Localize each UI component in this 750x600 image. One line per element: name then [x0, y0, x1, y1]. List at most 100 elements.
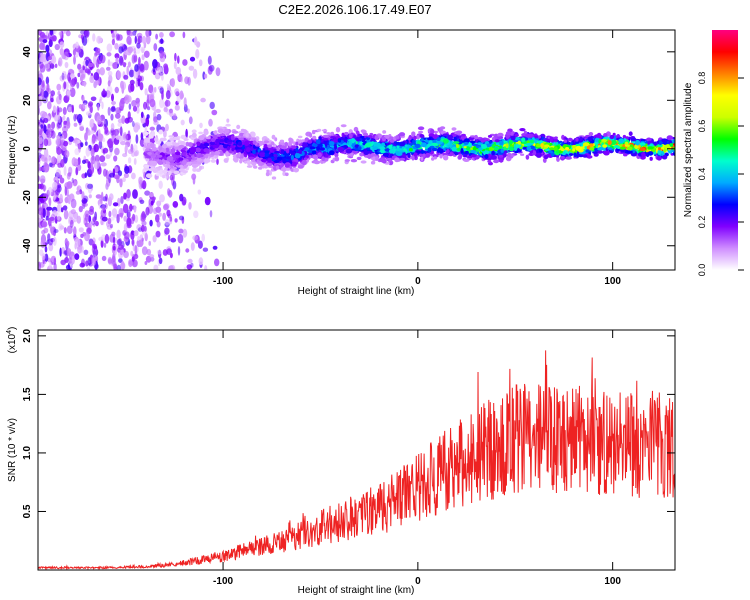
- heatmap-cell: [134, 214, 139, 223]
- heatmap-cell: [244, 160, 248, 164]
- heatmap-cell: [295, 141, 299, 146]
- heatmap-cell: [77, 72, 81, 78]
- heatmap-cell: [127, 157, 132, 164]
- heatmap-cell: [122, 203, 129, 214]
- heatmap-cell: [104, 233, 110, 244]
- heatmap-cell: [62, 107, 67, 115]
- heatmap-cell: [164, 172, 169, 180]
- heatmap-cell: [329, 141, 335, 146]
- heatmap-cell: [56, 95, 62, 105]
- y-tick-label: 1.0: [22, 446, 33, 460]
- heatmap-cell: [285, 156, 293, 160]
- heatmap-cell: [116, 70, 122, 80]
- heatmap-cell: [126, 65, 129, 76]
- heatmap-cell: [131, 121, 135, 127]
- heatmap-cell: [118, 46, 124, 54]
- heatmap-cell: [133, 253, 139, 260]
- heatmap-cell: [63, 140, 69, 147]
- heatmap-cell: [465, 146, 471, 151]
- heatmap-cell: [145, 157, 150, 162]
- heatmap-cell: [212, 245, 218, 250]
- heatmap-cell: [59, 48, 64, 56]
- heatmap-cell: [199, 165, 202, 171]
- heatmap-cell: [350, 138, 356, 144]
- heatmap-cell: [153, 111, 157, 120]
- heatmap-cell: [92, 33, 96, 42]
- heatmap-cell: [192, 235, 199, 241]
- heatmap-cell: [367, 154, 372, 159]
- heatmap-cell: [183, 138, 189, 141]
- heatmap-cell: [491, 144, 496, 148]
- heatmap-cell: [170, 237, 177, 243]
- heatmap-cell: [274, 150, 280, 154]
- heatmap-cell: [115, 57, 119, 65]
- heatmap-cell: [165, 161, 170, 165]
- heatmap-cell: [140, 111, 144, 119]
- heatmap-cell: [109, 193, 114, 201]
- heatmap-cell: [137, 35, 143, 44]
- heatmap-cell: [329, 150, 335, 155]
- heatmap-cell: [149, 126, 155, 131]
- heatmap-cell: [154, 137, 159, 142]
- heatmap-cell: [73, 215, 78, 223]
- heatmap-cell: [128, 31, 134, 37]
- heatmap-cell: [324, 143, 328, 147]
- heatmap-cell: [428, 140, 433, 145]
- heatmap-cell: [101, 216, 108, 222]
- heatmap-cell: [39, 175, 46, 184]
- heatmap-cell: [41, 221, 48, 228]
- heatmap-cell: [83, 30, 90, 38]
- heatmap-cell: [334, 153, 339, 158]
- heatmap-cell: [182, 159, 187, 165]
- heatmap-cell: [52, 105, 57, 113]
- heatmap-cell: [186, 108, 190, 114]
- heatmap-cell: [66, 188, 69, 198]
- heatmap-cell: [657, 149, 661, 155]
- heatmap-cell: [137, 78, 141, 87]
- heatmap-cell: [443, 154, 449, 161]
- heatmap-cell: [166, 164, 171, 169]
- heatmap-cell: [59, 41, 65, 49]
- heatmap-cell: [381, 142, 385, 147]
- heatmap-cell: [537, 135, 541, 139]
- heatmap-cell: [635, 139, 641, 146]
- heatmap-cell: [298, 139, 303, 143]
- heatmap-cell: [52, 210, 58, 217]
- heatmap-cell: [225, 123, 231, 127]
- heatmap-cell: [78, 227, 84, 233]
- heatmap-cell: [187, 258, 193, 264]
- heatmap-cell: [120, 261, 126, 270]
- heatmap-cell: [80, 233, 84, 238]
- heatmap-cell: [56, 203, 63, 213]
- heatmap-cell: [163, 203, 170, 210]
- heatmap-cell: [498, 140, 504, 146]
- heatmap-cell: [354, 144, 360, 149]
- heatmap-cell: [62, 205, 68, 211]
- heatmap-cell: [84, 68, 91, 74]
- heatmap-cell: [58, 57, 63, 67]
- heatmap-cell: [145, 117, 150, 127]
- heatmap-cell: [120, 196, 124, 204]
- heatmap-cell: [500, 148, 504, 153]
- heatmap-cell: [663, 144, 671, 149]
- heatmap-cell: [117, 170, 123, 177]
- heatmap-cell: [168, 217, 173, 225]
- heatmap-cell: [139, 63, 145, 72]
- heatmap-cell: [156, 221, 161, 228]
- heatmap-cell: [415, 150, 421, 154]
- heatmap-cell: [141, 35, 147, 44]
- heatmap-cell: [266, 169, 270, 173]
- heatmap-cell: [62, 130, 68, 140]
- heatmap-cell: [68, 210, 75, 220]
- heatmap-cell: [170, 165, 174, 169]
- heatmap-cell: [46, 239, 50, 245]
- heatmap-cell: [121, 62, 127, 66]
- heatmap-cell: [47, 217, 52, 227]
- heatmap-cell: [132, 189, 138, 199]
- heatmap-cell: [153, 86, 157, 93]
- heatmap-cell: [63, 120, 68, 125]
- heatmap-cell: [111, 101, 116, 105]
- heatmap-cell: [419, 134, 424, 138]
- heatmap-cell: [94, 220, 99, 227]
- heatmap-cell: [64, 186, 67, 196]
